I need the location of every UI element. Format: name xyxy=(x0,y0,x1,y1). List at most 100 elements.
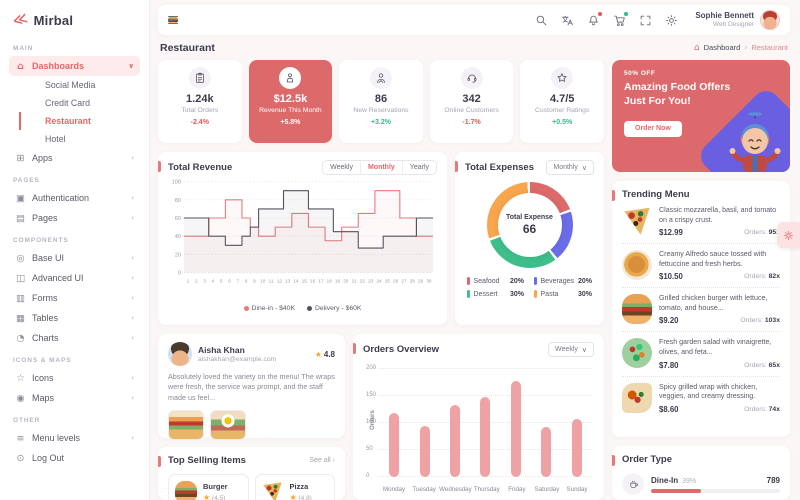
brand-logo[interactable]: ≪ Mirbal xyxy=(9,8,140,36)
fullscreen-icon[interactable] xyxy=(639,14,652,27)
stat-card-ratings[interactable]: 4.7/5 Customer Ratings +0.5% xyxy=(520,60,604,143)
chevron-down-icon: ∨ xyxy=(581,345,587,354)
avatar[interactable] xyxy=(760,10,780,30)
star-icon: ★ xyxy=(314,349,322,359)
menu-levels-icon: ≡ xyxy=(16,432,25,444)
sidebar-item-label: Forms xyxy=(32,293,58,303)
promo-character-illustration xyxy=(729,112,781,172)
dropdown-value: Weekly xyxy=(555,346,578,353)
sidebar-item-label: Maps xyxy=(32,393,55,403)
see-all-link[interactable]: See all › xyxy=(309,457,335,464)
sidebar-item-label: Tables xyxy=(32,313,59,323)
orders-chart: Orders 0 50 100 150 200 Monday Tuesday Wednesda… xyxy=(366,365,592,493)
legend-label: Beverages xyxy=(540,277,574,285)
stat-card-reservations[interactable]: 86 New Reservations +3.2% xyxy=(339,60,423,143)
delivery-legend-dot xyxy=(306,306,312,311)
dinein-legend-dot xyxy=(243,306,249,311)
revenue-title: Total Revenue xyxy=(168,162,233,173)
breadcrumb-dashboard[interactable]: Dashboard xyxy=(703,43,741,52)
sidebar-item-charts[interactable]: ◔ Charts › xyxy=(9,328,140,348)
trending-menu-card: Trending Menu Classic mozzarella, basil,… xyxy=(612,181,790,437)
item-price: $9.20 xyxy=(659,316,679,326)
svg-text:21: 21 xyxy=(352,278,358,283)
sidebar-item-dashboards[interactable]: ⌂ Dashboards ∨ xyxy=(9,56,140,76)
stat-value: 4.7/5 xyxy=(549,93,575,105)
top-selling-item-pizza[interactable]: Pizza ★ (4.8) xyxy=(254,474,335,500)
chevron-right-icon: › xyxy=(131,394,134,402)
tab-monthly[interactable]: Monthly xyxy=(359,161,402,174)
home-icon[interactable]: ⌂ xyxy=(693,42,700,53)
stat-card-revenue[interactable]: $12.5k Revenue This Month +5.8% xyxy=(248,60,333,143)
svg-text:19: 19 xyxy=(335,278,341,283)
expenses-period-dropdown[interactable]: Monthly ∨ xyxy=(546,160,594,175)
trending-item-pasta[interactable]: Creamy Alfredo sauce tossed with fettucc… xyxy=(622,244,780,289)
stat-card-online-customers[interactable]: 342 Online Customers -1.7% xyxy=(429,60,514,143)
breadcrumb: ⌂ Dashboard › Restaurant xyxy=(694,43,788,53)
settings-fab[interactable] xyxy=(777,222,800,248)
sidebar-item-logout[interactable]: ⊙ Log Out xyxy=(9,448,140,468)
sidebar-item-tables[interactable]: ▦ Tables › xyxy=(9,308,140,328)
trending-item-wrap[interactable]: Spicy grilled wrap with chicken, veggies… xyxy=(622,377,780,420)
legend-pct: 20% xyxy=(577,277,592,285)
sidebar-item-base-ui[interactable]: ◎ Base UI › xyxy=(9,248,140,268)
sidebar-item-advanced-ui[interactable]: ◫ Advanced UI › xyxy=(9,268,140,288)
chevron-right-icon: › xyxy=(131,214,134,222)
search-icon[interactable] xyxy=(535,14,548,27)
trending-item-burger[interactable]: Grilled chicken burger with lettuce, tom… xyxy=(622,288,780,333)
stat-label: Customer Ratings xyxy=(534,107,590,114)
chevron-right-icon: › xyxy=(131,334,134,342)
tab-yearly[interactable]: Yearly xyxy=(401,161,436,174)
charts-icon: ◔ xyxy=(16,332,25,344)
stat-value: 1.24k xyxy=(186,93,214,105)
sidebar-item-label: Authentication xyxy=(32,193,90,203)
order-now-button[interactable]: Order Now xyxy=(624,120,682,137)
user-menu[interactable]: Sophie Bennett Web Designer xyxy=(695,10,780,30)
dinein-cup-icon xyxy=(622,473,644,495)
svg-text:14: 14 xyxy=(293,278,299,283)
sidebar-item-icons[interactable]: ☆ Icons › xyxy=(9,368,140,388)
orders-period-dropdown[interactable]: Weekly ∨ xyxy=(548,342,594,357)
menu-toggle-icon[interactable] xyxy=(168,15,178,25)
item-description: Fresh garden salad with vinaigrette, oli… xyxy=(659,338,772,356)
pasta-marker xyxy=(534,290,537,298)
sidebar-item-label: Base UI xyxy=(32,253,65,263)
sidebar-item-maps[interactable]: ◉ Maps › xyxy=(9,388,140,408)
trending-item-pizza[interactable]: Classic mozzarella, basil, and tomato on… xyxy=(622,200,780,245)
notifications-icon[interactable] xyxy=(587,11,603,27)
title-accent xyxy=(158,161,161,172)
sidebar-section-components: COMPONENTS xyxy=(13,237,69,244)
sidebar-item-menu-levels[interactable]: ≡ Menu levels › xyxy=(9,428,140,448)
trending-item-salad[interactable]: Fresh garden salad with vinaigrette, oli… xyxy=(622,332,780,377)
stat-card-total-orders[interactable]: 1.24k Total Orders -2.4% xyxy=(158,60,242,143)
sidebar-subitem-restaurant[interactable]: Restaurant xyxy=(19,112,140,130)
dropdown-value: Monthly xyxy=(553,164,578,171)
svg-text:20: 20 xyxy=(343,278,349,283)
orders-bar xyxy=(531,427,561,477)
tab-weekly[interactable]: Weekly xyxy=(323,161,360,174)
top-selling-card: Top Selling Items See all › Burger ★ (4.… xyxy=(158,447,345,500)
cart-icon[interactable] xyxy=(613,11,629,27)
sidebar-item-forms[interactable]: ▥ Forms › xyxy=(9,288,140,308)
sidebar-subitem-hotel[interactable]: Hotel xyxy=(45,134,66,144)
svg-text:0: 0 xyxy=(178,271,181,277)
svg-text:13: 13 xyxy=(285,278,291,283)
review-photo-sandwich[interactable] xyxy=(168,410,204,441)
orders-overview-card: Orders Overview Weekly ∨ Orders 0 50 100 15… xyxy=(353,334,604,500)
sidebar-item-authentication[interactable]: ▣ Authentication › xyxy=(9,188,140,208)
review-photo-egg-sandwich[interactable] xyxy=(210,410,246,441)
translate-icon[interactable] xyxy=(561,14,574,27)
theme-toggle-icon[interactable] xyxy=(665,14,678,27)
sidebar-item-apps[interactable]: ⊞ Apps › xyxy=(9,148,140,168)
sidebar-subitem-credit-card[interactable]: Credit Card xyxy=(45,98,90,108)
top-selling-item-burger[interactable]: Burger ★ (4.5) xyxy=(168,474,249,500)
sidebar-item-pages[interactable]: ▤ Pages › xyxy=(9,208,140,228)
sidebar-subitem-social-media[interactable]: Social Media xyxy=(45,80,96,90)
item-description: Grilled chicken burger with lettuce, tom… xyxy=(659,294,768,312)
item-description: Classic mozzarella, basil, and tomato on… xyxy=(659,206,777,224)
chevron-right-icon: › xyxy=(131,254,134,262)
item-description: Creamy Alfredo sauce tossed with fettucc… xyxy=(659,250,767,268)
svg-text:40: 40 xyxy=(175,234,181,240)
order-type-progress-fill xyxy=(651,488,702,493)
reservations-icon xyxy=(369,67,392,89)
